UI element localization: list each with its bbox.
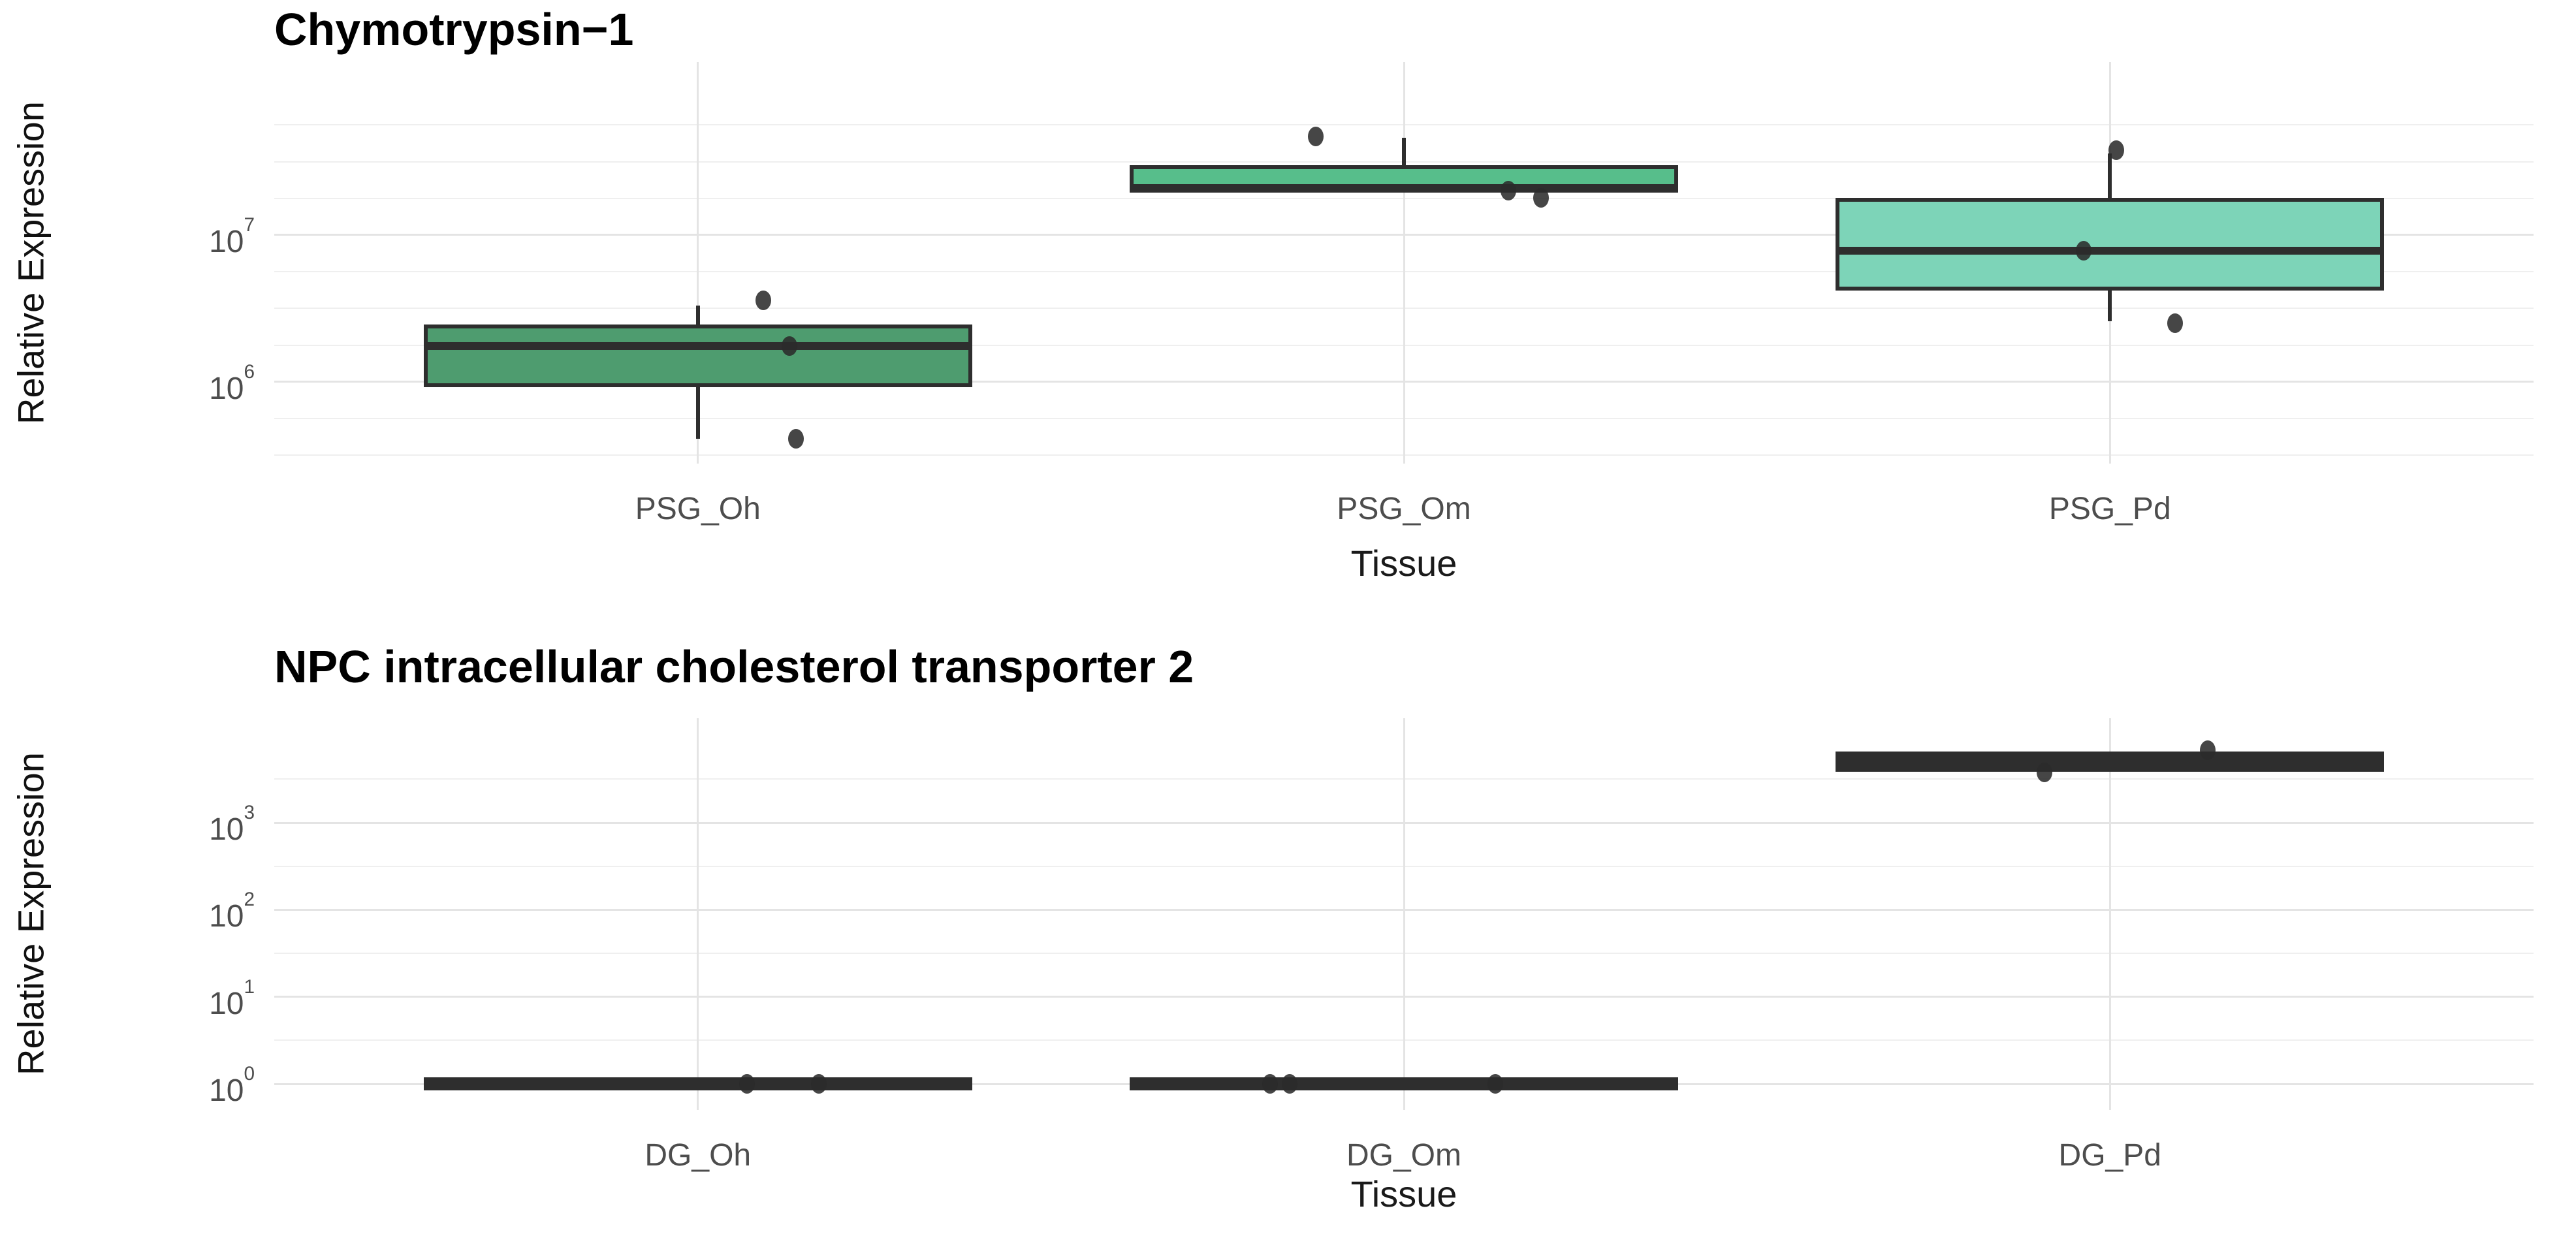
boxplot-box [1836, 197, 2385, 291]
x-tick-label: DG_Om [1346, 1138, 1461, 1173]
category-gridline [1403, 718, 1405, 1110]
y-tick-exponent: 3 [244, 802, 255, 824]
x-axis-title: Tissue [1350, 543, 1457, 584]
category-gridline [697, 718, 699, 1110]
category-gridline [1403, 62, 1405, 464]
jitter-point [2200, 740, 2216, 760]
boxplot-collapsed-bar [1836, 752, 2385, 772]
x-tick-label: PSG_Pd [2048, 492, 2171, 526]
y-tick-label: 106 [209, 361, 255, 406]
y-tick-exponent: 2 [244, 889, 255, 911]
jitter-point [1533, 187, 1549, 208]
jitter-point [739, 1074, 755, 1094]
plot-title: Chymotrypsin−1 [274, 4, 634, 55]
y-tick-exponent: 7 [244, 214, 255, 236]
boxplot-box [423, 325, 972, 388]
x-tick-label: DG_Oh [644, 1138, 752, 1173]
jitter-point [787, 429, 804, 449]
y-tick-label: 100 [209, 1063, 255, 1108]
x-tick-label: PSG_Oh [635, 492, 761, 526]
jitter-point [2037, 762, 2053, 782]
boxplot-whisker-upper [695, 306, 700, 325]
y-tick-exponent: 1 [244, 975, 255, 998]
plot-title: NPC intracellular cholesterol transporte… [274, 641, 1194, 692]
jitter-point [1487, 1074, 1503, 1094]
x-tick-label: DG_Pd [2058, 1138, 2161, 1173]
category-gridline [697, 62, 699, 464]
y-tick-label: 103 [209, 802, 255, 847]
jitter-point [781, 336, 797, 356]
y-tick-exponent: 6 [244, 361, 255, 383]
jitter-point [810, 1074, 827, 1094]
boxplot-whisker-upper [1402, 137, 1406, 165]
boxplot-whisker-lower [2108, 290, 2112, 321]
category-gridline [2108, 718, 2111, 1110]
jitter-point [755, 290, 771, 310]
x-tick-label: PSG_Om [1337, 492, 1471, 526]
boxplot-median [1836, 247, 2385, 255]
jitter-point [1308, 126, 1324, 146]
jitter-point [1282, 1074, 1297, 1094]
jitter-point [2167, 313, 2184, 334]
y-tick-label: 107 [209, 214, 255, 259]
jitter-point [1262, 1074, 1278, 1094]
jitter-point [2108, 140, 2125, 160]
y-tick-label: 101 [209, 975, 255, 1021]
boxplot-collapsed-bar [423, 1077, 972, 1090]
jitter-point [1501, 181, 1516, 201]
y-tick-label: 102 [209, 889, 255, 934]
boxplot-collapsed-bar [1130, 1077, 1678, 1090]
x-axis-title: Tissue [1350, 1173, 1457, 1214]
y-tick-exponent: 0 [244, 1063, 255, 1085]
boxplot-whisker-upper [2108, 153, 2112, 198]
jitter-point [2076, 241, 2092, 261]
boxplot-whisker-lower [695, 387, 700, 439]
boxplot-median [423, 342, 972, 351]
